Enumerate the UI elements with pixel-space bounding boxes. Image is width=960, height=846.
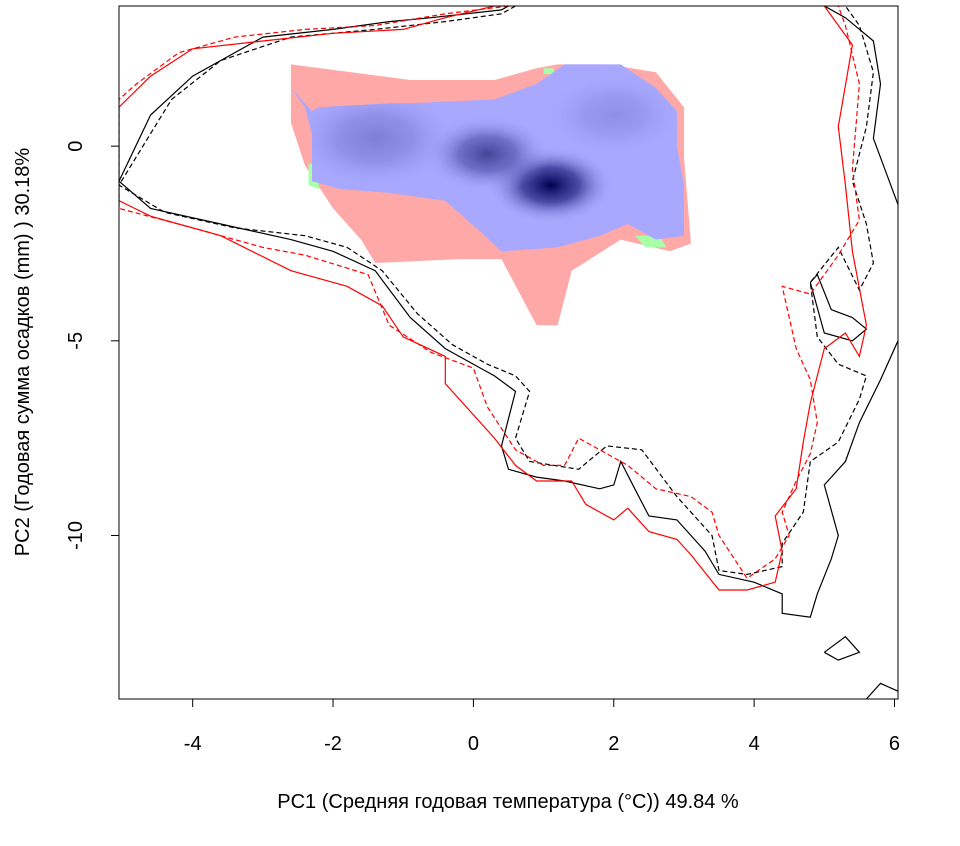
density-peak-2 bbox=[290, 86, 460, 190]
contour-lines-layer bbox=[119, 6, 898, 699]
contour-line-3 bbox=[823, 635, 861, 661]
x-tick-label: 2 bbox=[608, 733, 619, 755]
contour-line-1 bbox=[824, 6, 898, 205]
density-layer bbox=[290, 72, 684, 224]
density-peaks bbox=[290, 72, 684, 224]
contour-line-6 bbox=[119, 6, 868, 591]
niche-region-green-2 bbox=[543, 68, 555, 75]
contour-line-5 bbox=[119, 6, 875, 576]
x-tick-label: -2 bbox=[324, 733, 342, 755]
contour-line-0 bbox=[119, 6, 898, 618]
x-tick-label: 0 bbox=[468, 733, 479, 755]
plot-frame bbox=[118, 5, 899, 700]
x-tick-label: 6 bbox=[889, 733, 900, 755]
y-tick-label: 0 bbox=[65, 141, 87, 152]
x-tick-label: -4 bbox=[184, 733, 202, 755]
contour-line-4 bbox=[865, 682, 898, 699]
density-peak-3 bbox=[543, 72, 684, 158]
x-tick-label: 4 bbox=[749, 733, 760, 755]
y-axis-label: PC2 (Годовая сумма осадков (mm) ) 30.18% bbox=[12, 148, 34, 557]
contour-line-2 bbox=[809, 273, 868, 342]
y-tick-label: -10 bbox=[65, 521, 87, 550]
x-axis-label: PC1 (Средняя годовая температура (°C)) 4… bbox=[277, 791, 739, 813]
axes-layer: -4 -2 0 2 4 6 0 -5 -10 bbox=[65, 141, 900, 755]
y-tick-label: -5 bbox=[65, 332, 87, 350]
